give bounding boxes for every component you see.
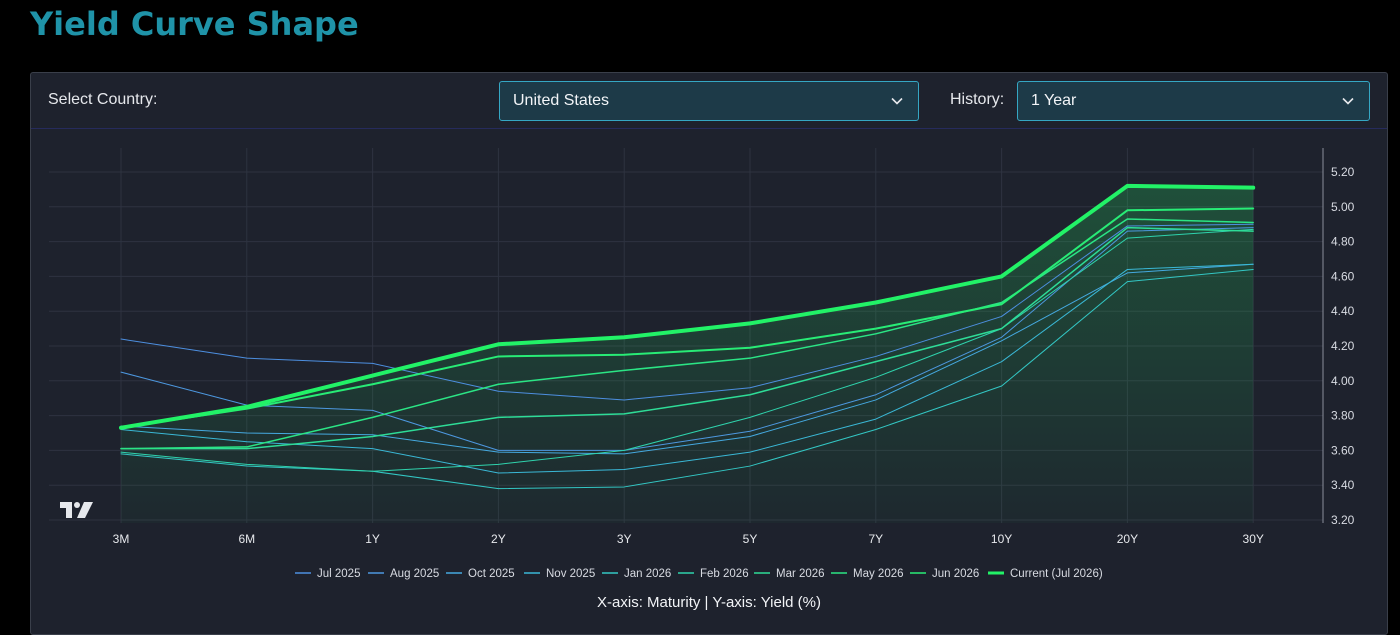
current-area-fill — [121, 185, 1254, 524]
series-line-oct-2025 — [120, 263, 1254, 455]
axis-note: X-axis: Maturity | Y-axis: Yield (%) — [597, 594, 821, 611]
series-line-nov-2025 — [120, 263, 1254, 474]
x-tick-label: 1Y — [365, 532, 380, 546]
y-tick-label: 4.40 — [1331, 304, 1355, 318]
yield-curve-chart[interactable]: 3.20 3.40 3.60 3.80 4.00 4.20 4.40 4.60 4.80 5.00… — [31, 73, 1387, 583]
y-tick-label: 4.80 — [1331, 235, 1355, 249]
legend-item[interactable]: Jul 2025 — [295, 568, 360, 580]
legend-item[interactable]: Oct 2025 — [446, 568, 515, 580]
y-tick-label: 4.60 — [1331, 269, 1355, 283]
history-select[interactable]: 1 Year — [1017, 81, 1370, 121]
x-tick-label: 30Y — [1243, 532, 1264, 546]
legend-label: May 2026 — [853, 568, 904, 580]
tradingview-logo-icon — [60, 502, 93, 518]
series-line-jul-2025 — [120, 223, 1254, 401]
legend-item[interactable]: Aug 2025 — [368, 568, 439, 580]
legend-label: Mar 2026 — [776, 568, 825, 580]
series-line-aug-2025 — [120, 227, 1254, 451]
chevron-down-icon — [1342, 97, 1354, 105]
x-tick-label: 3Y — [617, 532, 632, 546]
y-tick-label: 3.40 — [1331, 478, 1355, 492]
y-tick-label: 5.20 — [1331, 165, 1355, 179]
legend-item[interactable]: Feb 2026 — [678, 568, 749, 580]
series-line-feb-2026 — [120, 228, 1254, 472]
page-title: Yield Curve Shape — [30, 5, 359, 43]
y-tick-label: 4.20 — [1331, 339, 1355, 353]
x-tick-label: 5Y — [743, 532, 758, 546]
legend-label: Jul 2025 — [317, 568, 360, 580]
series-line-mar-2026 — [120, 226, 1254, 450]
legend-label: Aug 2025 — [390, 568, 439, 580]
x-tick-label: 3M — [113, 532, 130, 546]
chevron-down-icon — [891, 97, 903, 105]
legend-label: Jan 2026 — [624, 568, 671, 580]
legend-item[interactable]: May 2026 — [831, 568, 904, 580]
series-line-jun-2026 — [120, 207, 1255, 429]
chart-panel: Select Country: United States History: 1… — [30, 72, 1388, 635]
legend-item[interactable]: Jun 2026 — [910, 568, 979, 580]
x-tick-label: 6M — [238, 532, 255, 546]
legend-label: Feb 2026 — [700, 568, 749, 580]
y-tick-label: 3.60 — [1331, 443, 1355, 457]
x-tick-label: 20Y — [1117, 532, 1138, 546]
x-tick-label: 2Y — [491, 532, 506, 546]
legend-label: Oct 2025 — [468, 568, 515, 580]
country-select-value: United States — [513, 92, 610, 109]
legend-label: Nov 2025 — [546, 568, 595, 580]
y-tick-label: 4.00 — [1331, 374, 1355, 388]
y-tick-label: 3.20 — [1331, 513, 1355, 527]
legend-item[interactable]: Current (Jul 2026) — [988, 568, 1103, 580]
history-label: History: — [950, 91, 1005, 108]
y-tick-label: 3.80 — [1331, 409, 1355, 423]
legend-label: Current (Jul 2026) — [1010, 568, 1103, 580]
controls-bar: Select Country: United States History: 1… — [31, 73, 1387, 129]
x-tick-label: 7Y — [868, 532, 883, 546]
legend-item[interactable]: Nov 2025 — [524, 568, 595, 580]
series-line-may-2026 — [120, 218, 1254, 450]
x-tick-label: 10Y — [991, 532, 1012, 546]
country-select[interactable]: United States — [499, 81, 919, 121]
legend-item[interactable]: Jan 2026 — [602, 568, 671, 580]
series-line-jan-2026 — [120, 268, 1254, 490]
history-select-value: 1 Year — [1031, 92, 1077, 109]
country-label: Select Country: — [48, 91, 158, 108]
y-tick-label: 5.00 — [1331, 200, 1355, 214]
legend-label: Jun 2026 — [932, 568, 979, 580]
legend-item[interactable]: Mar 2026 — [754, 568, 825, 580]
series-line-current-jul-2026 — [119, 183, 1256, 430]
